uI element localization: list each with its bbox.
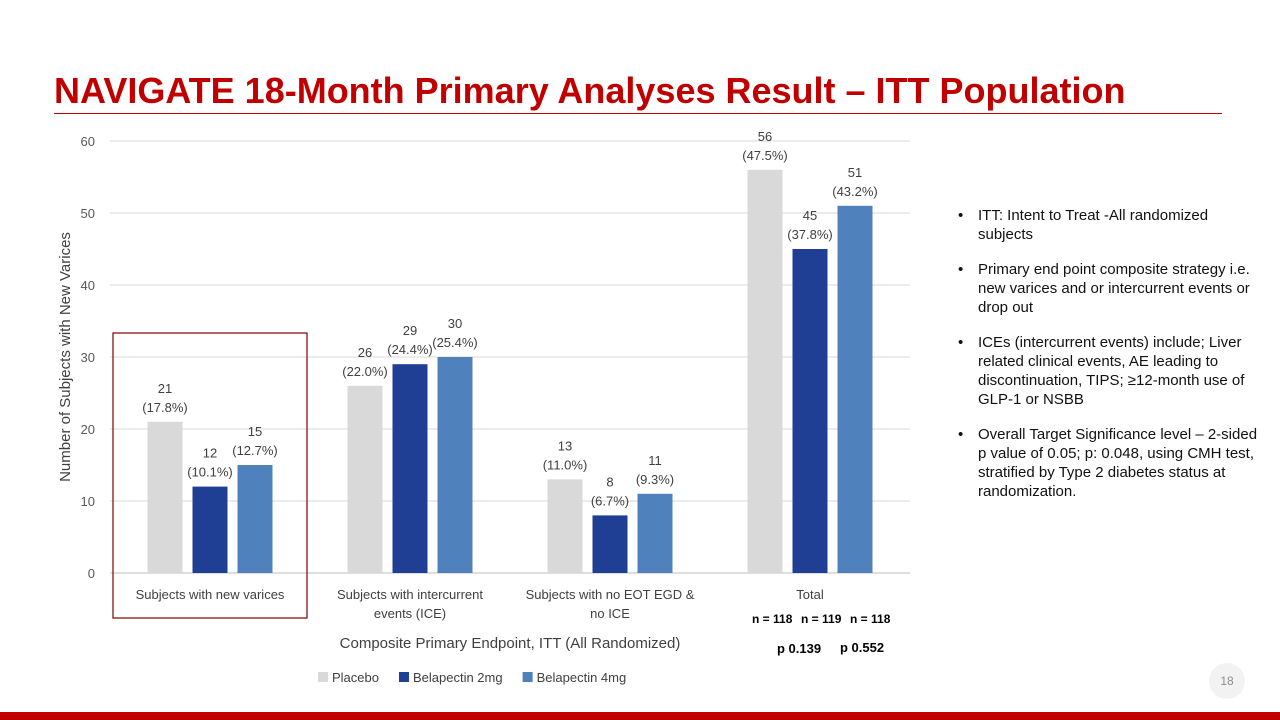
y-tick-label: 40 <box>81 278 95 293</box>
x-category-label: Subjects with intercurrent <box>337 587 483 602</box>
x-category-label: Subjects with new varices <box>136 587 285 602</box>
legend-swatch <box>398 672 409 682</box>
p-value-2mg: p 0.139 <box>777 641 822 656</box>
y-tick-label: 50 <box>81 206 95 221</box>
legend-label: Belapectin 4mg <box>537 670 627 685</box>
n-belapectin-4mg: n = 118 <box>850 612 891 626</box>
bar <box>792 249 828 573</box>
bar-value-label: 13 <box>558 438 572 453</box>
bar-value-label: 30 <box>448 316 462 331</box>
title-underline <box>54 113 1222 114</box>
bar <box>147 421 183 573</box>
bar-percent-label: (9.3%) <box>636 472 674 487</box>
bar <box>347 385 383 573</box>
y-tick-label: 60 <box>81 134 95 149</box>
bar-value-label: 29 <box>403 323 417 338</box>
bar-percent-label: (43.2%) <box>832 184 878 199</box>
slide-title: NAVIGATE 18-Month Primary Analyses Resul… <box>54 70 1126 111</box>
bar-value-label: 11 <box>648 453 662 468</box>
bar <box>837 205 873 574</box>
bar <box>637 493 673 573</box>
y-axis-title: Number of Subjects with New Varices <box>57 232 74 482</box>
p-value-4mg: p 0.552 <box>840 640 885 655</box>
bar <box>392 364 428 573</box>
legend-label: Belapectin 2mg <box>413 670 503 685</box>
x-category-label: events (ICE) <box>374 606 446 621</box>
bar-percent-label: (25.4%) <box>432 335 478 350</box>
bar-percent-label: (17.8%) <box>142 400 188 415</box>
bar-value-label: 12 <box>203 446 217 461</box>
y-tick-label: 10 <box>81 494 95 509</box>
note-ice-definition: ICEs (intercurrent events) include; Live… <box>958 333 1258 409</box>
bar <box>237 465 273 573</box>
bar-value-label: 56 <box>758 129 772 144</box>
bar <box>592 515 628 573</box>
bar <box>192 486 228 573</box>
legend-label: Placebo <box>332 670 379 685</box>
x-category-label: Subjects with no EOT EGD & <box>526 587 695 602</box>
legend-swatch <box>522 672 533 682</box>
legend-swatch <box>318 672 328 682</box>
bar-percent-label: (24.4%) <box>387 342 433 357</box>
bar-value-label: 45 <box>803 208 817 223</box>
bar-value-label: 21 <box>158 381 172 396</box>
bar-value-label: 51 <box>848 165 862 180</box>
bar <box>747 169 783 574</box>
bar-percent-label: (37.8%) <box>787 227 833 242</box>
y-tick-label: 0 <box>88 566 95 581</box>
note-itt: ITT: Intent to Treat -All randomized sub… <box>958 206 1258 244</box>
n-placebo: n = 118 <box>752 612 793 626</box>
bar <box>547 479 583 573</box>
notes-list: ITT: Intent to Treat -All randomized sub… <box>958 206 1258 517</box>
highlight-box <box>112 332 308 619</box>
y-tick-label: 20 <box>81 422 95 437</box>
bar-percent-label: (22.0%) <box>342 364 388 379</box>
y-tick-label: 30 <box>81 350 95 365</box>
bar <box>437 357 473 573</box>
bar-percent-label: (10.1%) <box>187 465 233 480</box>
n-belapectin-2mg: n = 119 <box>801 612 842 626</box>
bar-value-label: 15 <box>248 424 262 439</box>
bar-percent-label: (11.0%) <box>543 457 588 472</box>
bar-value-label: 26 <box>358 345 372 360</box>
x-category-label: Total <box>796 587 824 602</box>
bar-percent-label: (12.7%) <box>232 443 278 458</box>
footer-bar <box>0 712 1280 720</box>
x-category-label: no ICE <box>590 606 630 621</box>
bar-percent-label: (47.5%) <box>742 148 788 163</box>
page-number: 18 <box>1209 663 1245 699</box>
note-significance: Overall Target Significance level – 2-si… <box>958 425 1258 501</box>
bar-value-label: 8 <box>606 474 613 489</box>
note-primary-endpoint: Primary end point composite strategy i.e… <box>958 260 1258 317</box>
bar-percent-label: (6.7%) <box>591 493 629 508</box>
x-axis-title: Composite Primary Endpoint, ITT (All Ran… <box>340 635 681 652</box>
